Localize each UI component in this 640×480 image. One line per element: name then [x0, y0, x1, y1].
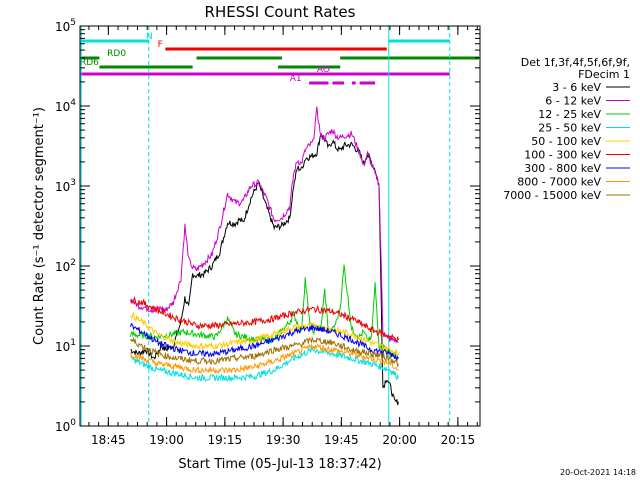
y-tick-base: 10: [55, 340, 70, 354]
y-tick-label: 101: [55, 338, 76, 354]
x-tick-label: 19:00: [149, 433, 184, 447]
flag-bar-label: N: [146, 32, 153, 42]
y-tick-exponent: 1: [70, 338, 76, 348]
x-tick-label: 20:15: [441, 433, 476, 447]
x-tick-label: 20:00: [382, 433, 417, 447]
x-tick-label: 19:30: [266, 433, 301, 447]
series-line: [130, 335, 399, 368]
x-tick-label: 18:45: [91, 433, 126, 447]
flag-bar-label: F: [158, 40, 163, 50]
legend-header-line: Det 1f,3f,4f,5f,6f,9f,: [521, 56, 630, 69]
legend-entry-label: 300 - 800 keV: [524, 162, 601, 175]
flag-bar-label: RD0: [107, 49, 126, 59]
y-tick-label: 100: [55, 418, 76, 434]
y-tick-label: 103: [55, 178, 76, 194]
legend-entry-label: 100 - 300 keV: [524, 149, 601, 162]
flag-bar-label: AO: [317, 65, 330, 75]
legend-entry-label: 50 - 100 keV: [531, 135, 601, 148]
legend-entry-label: 6 - 12 keV: [545, 95, 601, 108]
legend-entry-label: 800 - 7000 keV: [517, 176, 601, 189]
y-tick-exponent: 4: [70, 98, 76, 108]
attenuator-vlines: [80, 26, 451, 426]
y-tick-base: 10: [55, 260, 70, 274]
x-tick-label: 19:15: [208, 433, 243, 447]
series-lines: [130, 106, 399, 406]
y-tick-exponent: 2: [70, 258, 76, 268]
series-line: [130, 322, 399, 362]
series-line: [130, 295, 399, 343]
series-line: [130, 312, 399, 357]
y-tick-label: 102: [55, 258, 76, 274]
y-tick-base: 10: [55, 180, 70, 194]
y-tick-exponent: 0: [70, 418, 76, 428]
chart-title: RHESSI Count Rates: [205, 3, 356, 21]
flag-bars: NF RD0 RD6 AO A1: [80, 32, 479, 85]
y-tick-exponent: 5: [70, 18, 76, 28]
y-tick-base: 10: [55, 420, 70, 434]
series-line: [130, 106, 399, 344]
legend-entry-label: 7000 - 15000 keV: [503, 189, 601, 202]
timestamp: 20-Oct-2021 14:18: [560, 468, 636, 477]
flag-bar-label: RD6: [80, 58, 99, 68]
y-axis-label: Count Rate (s⁻¹ detector segment⁻¹): [32, 107, 47, 345]
y-tick-base: 10: [55, 100, 70, 114]
flag-bar-label: A1: [290, 74, 302, 84]
legend-entry-label: 25 - 50 keV: [538, 122, 601, 135]
legend-entry-label: 3 - 6 keV: [552, 81, 601, 94]
plot-frame: [79, 25, 481, 427]
y-tick-exponent: 3: [70, 178, 76, 188]
x-axis-ticks: 18:45 19:00 19:15 19:30 19:45 20:00 20:15: [88, 26, 478, 447]
x-axis-label: Start Time (05-Jul-13 18:37:42): [178, 457, 381, 472]
y-tick-label: 105: [55, 18, 76, 34]
legend: Det 1f,3f,4f,5f,6f,9f,FDecim 13 - 6 keV6…: [503, 56, 630, 202]
legend-header-line: FDecim 1: [578, 68, 630, 81]
x-tick-label: 19:45: [324, 433, 359, 447]
y-tick-base: 10: [55, 20, 70, 34]
series-line: [130, 345, 399, 382]
y-tick-label: 104: [55, 98, 76, 114]
legend-entry-label: 12 - 25 keV: [538, 108, 601, 121]
